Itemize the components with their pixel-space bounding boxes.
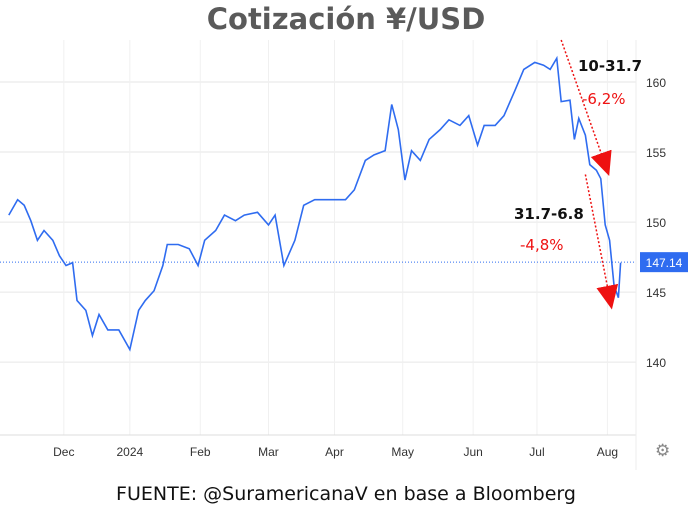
y-tick-label: 160 bbox=[646, 76, 666, 90]
y-tick-label: 145 bbox=[646, 286, 666, 300]
x-tick-label: May bbox=[391, 445, 414, 459]
x-tick-label: Dec bbox=[53, 445, 74, 459]
annotation-period: 10-31.7 bbox=[578, 57, 642, 75]
y-tick-label: 155 bbox=[646, 146, 666, 160]
x-tick-label: Mar bbox=[258, 445, 279, 459]
y-tick-label: 140 bbox=[646, 356, 666, 370]
last-value-badge bbox=[640, 252, 688, 273]
trend-arrow bbox=[584, 174, 619, 310]
chart: 140 145 150 155 160 Dec 2024 Feb Mar Apr May Jun Jul… bbox=[0, 39, 688, 470]
gear-icon[interactable]: ⚙ bbox=[655, 441, 671, 460]
x-tick-label: Apr bbox=[325, 445, 344, 459]
x-tick-label: Jun bbox=[463, 445, 482, 459]
chart-title: Cotización ¥/USD bbox=[206, 2, 486, 36]
source-note: FUENTE: @SuramericanaV en base a Bloombe… bbox=[116, 483, 576, 505]
x-tick-label: Jul bbox=[529, 445, 544, 459]
annotation-change: -6,2% bbox=[582, 90, 626, 108]
annotation-change: -4,8% bbox=[520, 236, 564, 254]
series-line-usdjpy bbox=[8, 55, 622, 352]
last-value-label: 147.14 bbox=[646, 256, 683, 270]
y-tick-label: 150 bbox=[646, 216, 666, 230]
x-tick-label: 2024 bbox=[116, 445, 143, 459]
x-tick-label: Feb bbox=[190, 445, 211, 459]
annotation-period: 31.7-6.8 bbox=[514, 205, 584, 223]
x-tick-label: Aug bbox=[597, 445, 618, 459]
